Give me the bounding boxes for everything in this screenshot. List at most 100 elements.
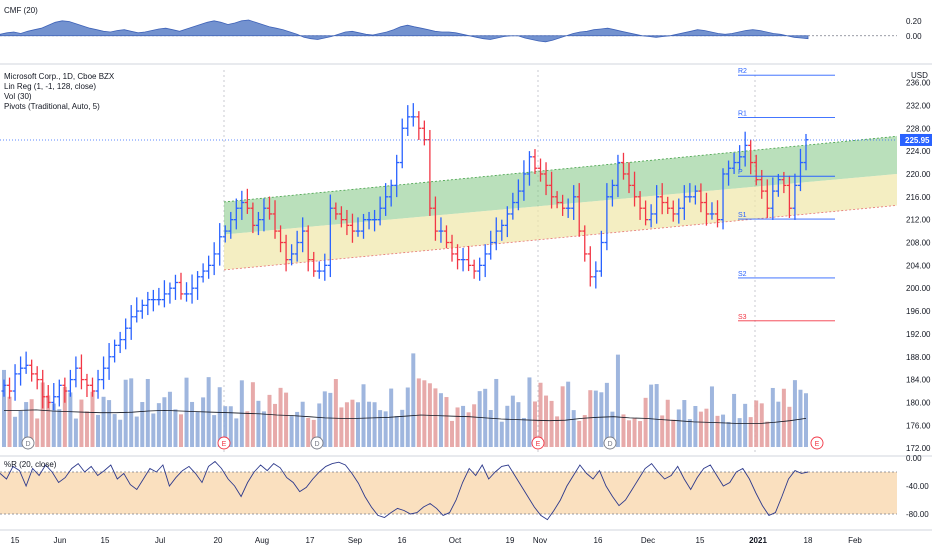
ohlc-bar — [482, 244, 488, 278]
ohlc-bar — [488, 230, 494, 260]
ohlc-bar — [759, 169, 765, 199]
volume-bar — [588, 390, 593, 448]
volume-bar — [693, 405, 698, 448]
ohlc-bar — [34, 366, 40, 390]
ohlc-bar — [250, 202, 256, 234]
volume-bar — [682, 400, 687, 448]
ohlc-bar — [676, 198, 682, 224]
ohlc-bar — [466, 245, 472, 272]
price-panel[interactable]: R2 R1 P S1 S2 S3 D E D E D E — [0, 68, 898, 450]
ohlc-bar — [62, 377, 68, 403]
volume-bar — [173, 409, 178, 448]
x-tick-label: Dec — [641, 536, 655, 545]
x-tick-label: 15 — [11, 536, 20, 545]
volume-bar — [732, 393, 737, 448]
volume-bar — [654, 384, 659, 448]
ohlc-bar — [139, 299, 145, 319]
ohlc-bar — [443, 225, 449, 249]
last-price-label: 225.95 — [905, 136, 930, 145]
ohlc-bar — [184, 282, 190, 302]
volume-bar — [571, 410, 576, 448]
ohlc-bar — [289, 244, 295, 266]
ohlc-bar — [145, 291, 151, 316]
volume-bar — [273, 403, 278, 448]
price-tick-label: 192.00 — [906, 330, 931, 339]
ohlc-bar — [134, 297, 140, 323]
ohlc-bar — [460, 247, 466, 272]
ohlc-bar — [549, 171, 555, 209]
volume-bar — [743, 403, 748, 448]
ohlc-bar — [499, 219, 505, 241]
x-tick-label: Jun — [54, 536, 67, 545]
volume-bar — [638, 421, 643, 448]
ohlc-bar — [322, 253, 328, 281]
ohlc-bar — [510, 192, 516, 220]
volume-bar — [118, 419, 123, 448]
price-tick-label: 228.00 — [906, 124, 931, 133]
wr-tick-label: -40.00 — [906, 482, 929, 491]
cmf-area — [0, 19, 809, 43]
volume-bar — [145, 378, 150, 448]
currency-label: USD — [911, 71, 928, 80]
event-marker-d — [603, 436, 617, 450]
volume-bar — [792, 380, 797, 448]
volume-bar — [455, 407, 460, 448]
price-legend: Microsoft Corp., 1D, Cboe BZX Lin Reg (1… — [4, 72, 114, 112]
volume-bar — [671, 419, 676, 448]
volume-bar — [73, 418, 78, 448]
ohlc-bar — [327, 194, 333, 278]
pivot-label-s2: S2 — [738, 271, 747, 278]
ohlc-bar — [106, 343, 112, 380]
volume-bar — [726, 421, 731, 448]
ohlc-bar — [239, 190, 245, 220]
ohlc-bar — [261, 198, 267, 232]
ohlc-bar — [781, 171, 787, 194]
ohlc-bar — [89, 377, 95, 397]
x-tick-label: Nov — [533, 536, 547, 545]
ohlc-bar — [477, 257, 483, 281]
pivot-label-s1: S1 — [738, 212, 747, 219]
volume-bar — [79, 399, 84, 448]
pivot-label-r1: R1 — [738, 110, 747, 117]
volume-bar — [438, 393, 443, 448]
volume-bar — [51, 403, 56, 448]
volume-bar — [698, 411, 703, 448]
ohlc-bar — [775, 173, 781, 197]
volume-bar — [289, 415, 294, 448]
x-tick-label: 20 — [214, 536, 223, 545]
ohlc-bar — [189, 274, 195, 304]
volume-bar — [339, 407, 344, 448]
ohlc-bar — [300, 217, 306, 253]
ohlc-bar — [78, 354, 84, 390]
ohlc-bar — [228, 211, 234, 239]
volume-bar — [665, 399, 670, 448]
volume-bar — [781, 388, 786, 448]
price-tick-label: 232.00 — [906, 101, 931, 110]
volume-bar — [499, 421, 504, 448]
price-title: Microsoft Corp., 1D, Cboe BZX — [4, 72, 115, 81]
linreg-lower-band — [224, 173, 897, 270]
ohlc-bar — [709, 202, 715, 220]
ohlc-bar — [161, 280, 167, 308]
ohlc-bar — [394, 154, 400, 198]
ohlc-bar — [172, 274, 178, 300]
volume-bar — [577, 420, 582, 448]
ohlc-bar — [95, 369, 101, 399]
ohlc-bar — [576, 183, 582, 237]
event-marker-label: E — [536, 441, 541, 448]
x-tick-label: 15 — [696, 536, 705, 545]
volume-bar — [212, 415, 217, 448]
price-tick-label: 220.00 — [906, 170, 931, 179]
x-tick-label: Oct — [449, 536, 462, 545]
linreg-lower-line — [223, 204, 898, 271]
ohlc-bar — [532, 149, 538, 174]
last-price-tag — [900, 133, 932, 146]
volume-bar — [68, 392, 73, 448]
volume-bar — [184, 377, 189, 448]
ohlc-bar — [753, 154, 759, 186]
ohlc-bar — [554, 191, 560, 209]
ohlc-bar — [770, 177, 776, 220]
volume-bar — [721, 414, 726, 448]
x-tick-label: 15 — [101, 536, 110, 545]
